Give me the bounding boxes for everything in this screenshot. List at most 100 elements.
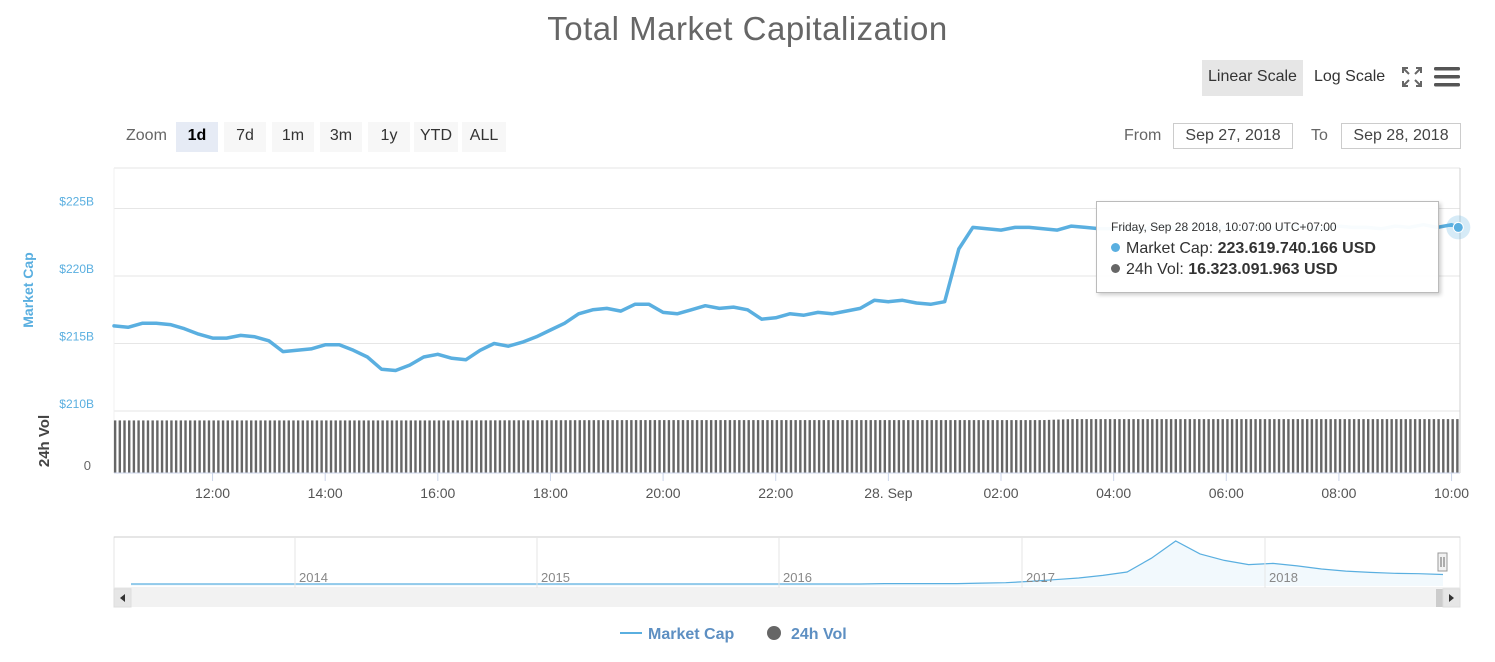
- volume-bar: [822, 420, 825, 473]
- volume-bar: [353, 420, 356, 473]
- navigator-line: [131, 540, 1444, 585]
- volume-bar: [113, 420, 117, 473]
- volume-bar: [639, 420, 642, 473]
- volume-bar: [817, 420, 821, 473]
- volume-bar: [245, 420, 248, 473]
- volume-bar: [320, 420, 323, 473]
- volume-bar: [597, 420, 600, 473]
- navigator-handle: [1437, 552, 1448, 572]
- volume-bar: [855, 420, 858, 473]
- zoom-1d-button[interactable]: 1d: [176, 122, 218, 152]
- volume-bar: [1169, 419, 1173, 473]
- volume-bar: [1137, 419, 1140, 473]
- volume-bar: [1043, 420, 1046, 473]
- x-tick-label: 18:00: [533, 485, 568, 501]
- volume-bar: [545, 420, 549, 473]
- volume-bar: [118, 420, 122, 473]
- y-tick-label: $220B: [59, 262, 94, 276]
- volume-bar: [939, 420, 943, 473]
- volume-bar: [1343, 419, 1346, 473]
- volume-bar: [573, 420, 577, 473]
- volume-bar: [1395, 419, 1398, 473]
- volume-bar: [165, 420, 168, 473]
- volume-bar: [686, 420, 689, 473]
- zoom-label: Zoom: [126, 127, 167, 144]
- volume-bar: [1371, 419, 1375, 473]
- volume-bar: [1268, 419, 1271, 473]
- fullscreen-icon[interactable]: [1402, 67, 1422, 87]
- volume-bar: [1146, 419, 1149, 473]
- volume-bar: [423, 420, 427, 473]
- volume-bar: [1423, 419, 1426, 473]
- tooltip-date: Friday, Sep 28 2018, 10:07:00 UTC+07:00: [1111, 220, 1337, 234]
- volume-bar: [508, 420, 511, 473]
- volume-bar: [878, 420, 882, 473]
- navigator-area: [131, 541, 1443, 586]
- volume-bar: [634, 420, 638, 473]
- volume-bar: [409, 420, 412, 473]
- volume-bar: [972, 420, 976, 473]
- zoom-all-button[interactable]: ALL: [462, 122, 506, 152]
- zoom-1y-button[interactable]: 1y: [368, 122, 410, 152]
- zoom-1m-button[interactable]: 1m: [272, 122, 314, 152]
- volume-axis-title: 24h Vol: [36, 415, 53, 467]
- volume-bar: [1390, 419, 1393, 473]
- from-date-input[interactable]: [1173, 123, 1293, 149]
- volume-bar: [911, 420, 915, 473]
- volume-bar: [170, 420, 173, 473]
- volume-bar: [325, 420, 328, 473]
- log-scale-button[interactable]: Log Scale: [1314, 68, 1386, 85]
- legend-item-vol[interactable]: 24h Vol: [767, 626, 847, 644]
- volume-bar: [968, 420, 971, 473]
- volume-bar: [935, 420, 938, 473]
- x-tick-label: 20:00: [646, 485, 681, 501]
- volume-bar: [512, 420, 516, 473]
- volume-bar: [794, 420, 797, 473]
- volume-bar: [564, 420, 567, 473]
- volume-bar: [465, 420, 469, 473]
- to-date-input[interactable]: [1341, 123, 1461, 149]
- volume-bar: [189, 420, 192, 473]
- volume-bar: [240, 420, 244, 473]
- volume-bar: [827, 420, 830, 473]
- volume-bar: [850, 420, 854, 473]
- volume-bar: [1207, 419, 1210, 473]
- y-tick-label: $215B: [59, 330, 94, 344]
- navigator-tick-label: 2017: [1026, 570, 1055, 585]
- volume-bar: [442, 420, 445, 473]
- chart-title: Total Market Capitalization: [547, 10, 948, 47]
- volume-bar: [836, 420, 840, 473]
- volume-bar: [334, 420, 337, 473]
- volume-bar: [1291, 419, 1295, 473]
- volume-bar: [907, 420, 910, 473]
- volume-bar: [404, 420, 408, 473]
- volume-bar: [1122, 419, 1126, 473]
- volume-bar: [1226, 419, 1229, 473]
- volume-bar: [428, 420, 431, 473]
- volume-bar: [958, 420, 962, 473]
- volume-bar: [1066, 419, 1070, 473]
- arrow-left-icon: [120, 594, 125, 602]
- legend-vol-label: 24h Vol: [791, 626, 847, 643]
- zoom-ytd-button[interactable]: YTD: [414, 122, 458, 152]
- volume-bar: [259, 420, 262, 473]
- volume-bar: [902, 420, 905, 473]
- legend-market-cap-label: Market Cap: [648, 626, 735, 643]
- volume-bar: [883, 420, 887, 473]
- volume-bar: [1315, 419, 1318, 473]
- volume-bar: [808, 420, 811, 473]
- volume-bar: [1418, 419, 1422, 473]
- menu-icon[interactable]: [1434, 66, 1460, 88]
- zoom-7d-button[interactable]: 7d: [224, 122, 266, 152]
- volume-bar: [695, 420, 699, 473]
- volume-bar: [376, 420, 380, 473]
- volume-bar: [569, 420, 572, 473]
- volume-bar: [494, 420, 497, 473]
- x-tick-label: 02:00: [983, 485, 1018, 501]
- linear-scale-button[interactable]: Linear Scale: [1202, 60, 1303, 96]
- zoom-3m-button[interactable]: 3m: [320, 122, 362, 152]
- volume-bar: [1183, 419, 1187, 473]
- circle-legend-icon: [767, 626, 781, 640]
- legend-item-market-cap[interactable]: Market Cap: [620, 626, 734, 644]
